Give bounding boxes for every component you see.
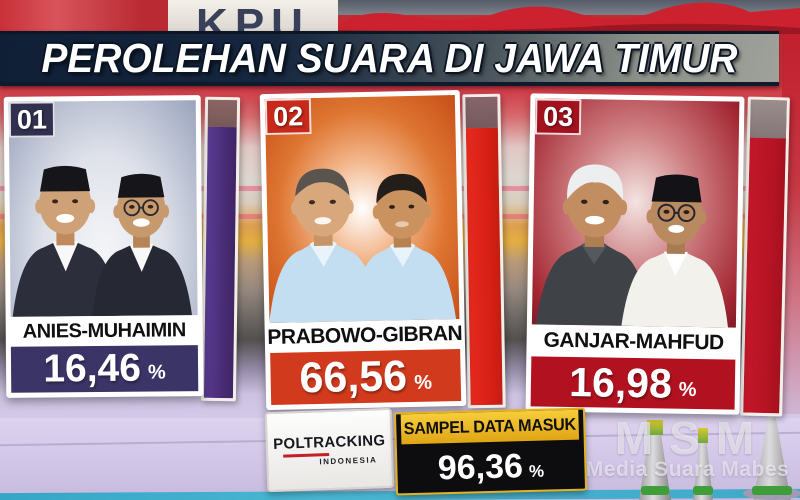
candidate-photo-03: 03	[531, 98, 740, 328]
candidate-percent-bar: 16,46 %	[10, 345, 199, 393]
bar-fill	[465, 127, 503, 406]
sample-data-box: SAMPEL DATA MASUK 96,36 %	[393, 407, 588, 496]
result-bar-03	[740, 96, 790, 417]
result-bar-02	[462, 93, 506, 409]
candidate-percent-value: 16,98	[568, 358, 673, 407]
candidate-number: 03	[542, 101, 574, 132]
bar-remainder	[207, 99, 238, 128]
percent-sign: %	[413, 371, 433, 394]
candidate-name: GANJAR-MAHFUD	[531, 324, 736, 360]
percent-sign: %	[528, 461, 545, 481]
candidate-portraits-illustration	[532, 164, 731, 328]
watermark-initials: MSM	[614, 412, 771, 464]
bar-fill	[743, 137, 786, 414]
candidate-percent-bar: 66,56 %	[270, 348, 462, 405]
candidate-percent-value: 66,56	[298, 352, 408, 403]
candidate-card-01: 01 ANIES-MUHAIMIN 16,46 %	[3, 95, 204, 398]
sample-data-value: 96,36	[437, 446, 524, 487]
red-drape-decoration	[330, 0, 800, 34]
candidate-name: ANIES-MUHAIMIN	[10, 315, 198, 347]
page-title: PEROLEHAN SUARA DI JAWA TIMUR	[41, 34, 738, 81]
percent-sign: %	[147, 361, 166, 384]
bar-fill	[203, 126, 237, 399]
kpu-backdrop-panel: KPU	[168, 0, 338, 33]
candidate-number-badge: 02	[264, 98, 312, 136]
candidate-number-badge: 03	[534, 98, 582, 136]
kpu-label: KPU	[196, 0, 310, 34]
bar-remainder	[749, 99, 787, 139]
candidate-percent-value: 16,46	[43, 346, 142, 391]
candidate-photo-02: 02	[264, 95, 460, 323]
candidate-photo-01: 01	[8, 100, 198, 317]
card-stand	[742, 414, 800, 500]
sample-data-value-row: 96,36 %	[397, 440, 585, 494]
card-stand	[690, 428, 716, 500]
candidate-number-badge: 01	[8, 101, 56, 138]
pollster-subtitle: INDONESIA	[319, 455, 378, 467]
pollster-name: POLTRACKING	[272, 432, 386, 453]
candidate-card-02: 02 PRABOWO-GIBRAN 66,56 %	[259, 89, 467, 411]
candidate-card-03: 03 GANJAR-MAHFUD 16,98 %	[525, 93, 745, 415]
candidate-number: 01	[16, 103, 48, 135]
stage-background-right	[782, 34, 800, 414]
candidate-portraits-illustration	[267, 168, 459, 323]
result-bar-01	[200, 96, 241, 402]
sample-data-label: SAMPEL DATA MASUK	[400, 409, 580, 445]
pollster-logo-card: POLTRACKING INDONESIA	[264, 407, 395, 493]
candidate-number: 02	[272, 100, 304, 132]
watermark: MSM Media Suara Mabes	[575, 414, 800, 482]
watermark-subtitle: Media Suara Mabes	[585, 458, 790, 482]
title-bar: PEROLEHAN SUARA DI JAWA TIMUR	[0, 31, 779, 86]
bar-remainder	[465, 96, 498, 129]
candidate-percent-bar: 16,98 %	[530, 356, 736, 410]
card-stand	[636, 420, 674, 500]
percent-sign: %	[678, 378, 697, 401]
candidate-name: PRABOWO-GIBRAN	[267, 318, 462, 353]
